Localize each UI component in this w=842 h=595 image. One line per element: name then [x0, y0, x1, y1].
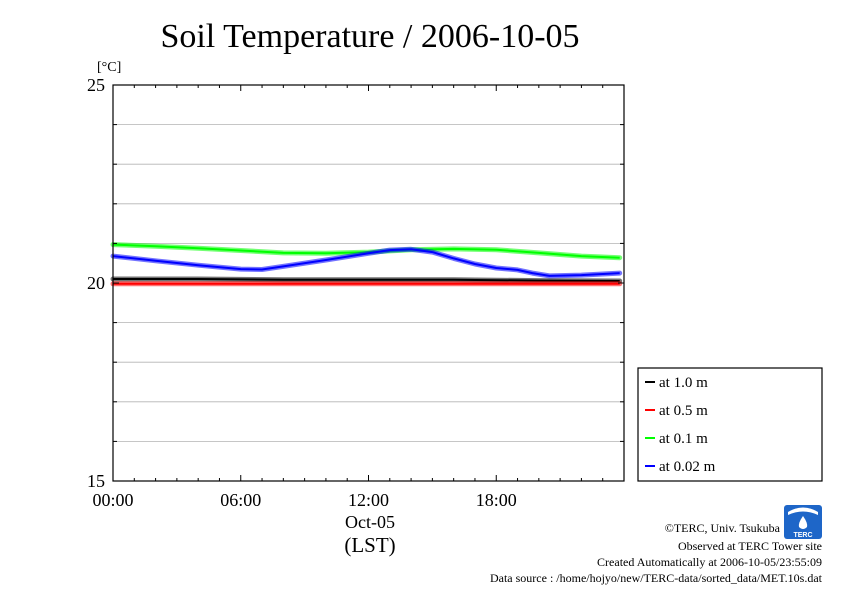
- x-tick-label: 18:00: [476, 490, 517, 510]
- legend-label: at 1.0 m: [659, 375, 708, 391]
- logo-text: TERC: [793, 532, 812, 539]
- y-tick-label: 25: [87, 75, 105, 95]
- series-line-0: [113, 278, 620, 282]
- legend-label: at 0.5 m: [659, 403, 708, 419]
- series-lines: [110, 242, 623, 287]
- axes: 15 20 25 00:00 06:00 12:00 18:00: [87, 75, 625, 510]
- credit-text: ©TERC, Univ. Tsukuba: [665, 521, 781, 535]
- source-text: Data source : /home/hojyo/new/TERC-data/…: [490, 571, 823, 585]
- legend: at 1.0 m at 0.5 m at 0.1 m at 0.02 m: [637, 367, 823, 482]
- created-text: Created Automatically at 2006-10-05/23:5…: [597, 555, 822, 569]
- legend-label: at 0.02 m: [659, 459, 716, 475]
- site-text: Observed at TERC Tower site: [678, 539, 822, 553]
- y-tick-label: 20: [87, 273, 105, 293]
- series-line-3: [112, 248, 620, 277]
- x-tick-label: 12:00: [348, 490, 389, 510]
- terc-logo-icon: TERC: [784, 505, 822, 539]
- legend-box: [637, 367, 823, 482]
- x-tick-label: 00:00: [92, 490, 133, 510]
- x-tick-label: 06:00: [220, 490, 261, 510]
- y-unit-label: [°C]: [97, 60, 121, 75]
- y-tick-label: 15: [87, 471, 105, 491]
- x-timezone-label: (LST): [344, 533, 395, 557]
- chart-title: Soil Temperature / 2006-10-05: [160, 18, 579, 55]
- x-date-label: Oct-05: [345, 512, 395, 532]
- legend-label: at 0.1 m: [659, 431, 708, 447]
